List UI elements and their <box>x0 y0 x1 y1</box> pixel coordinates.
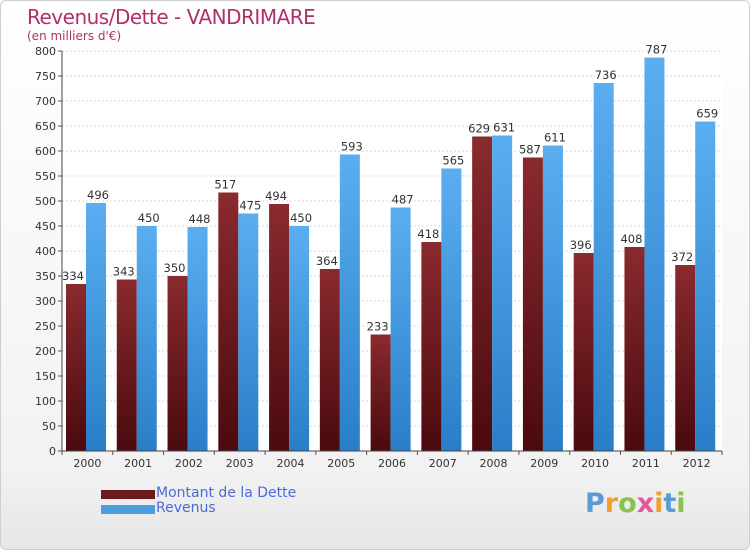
x-tick-label: 2005 <box>327 457 355 470</box>
y-tick-label: 750 <box>35 70 56 83</box>
legend-swatch-debt <box>101 490 155 499</box>
y-tick-label: 150 <box>35 370 56 383</box>
x-tick-label: 2006 <box>378 457 406 470</box>
bar-debt <box>421 242 442 451</box>
y-tick-label: 600 <box>35 145 56 158</box>
x-tick-label: 2000 <box>73 457 101 470</box>
y-tick-label: 400 <box>35 245 56 258</box>
data-label: 587 <box>519 143 541 157</box>
bar-debt <box>66 284 86 451</box>
bar-revenue <box>136 226 157 451</box>
data-label: 517 <box>214 178 236 192</box>
data-label: 611 <box>544 131 566 145</box>
data-label: 450 <box>290 211 312 225</box>
data-label: 343 <box>113 265 135 279</box>
y-tick-label: 100 <box>35 395 56 408</box>
legend-label-debt: Montant de la Dette <box>156 485 297 501</box>
data-label: 372 <box>671 250 693 264</box>
bar-debt <box>624 247 645 451</box>
y-tick-label: 250 <box>35 320 56 333</box>
x-tick-label: 2010 <box>581 457 609 470</box>
y-tick-label: 700 <box>35 95 56 108</box>
bar-revenue <box>238 213 259 451</box>
bar-debt <box>573 253 594 451</box>
bar-revenue <box>441 168 462 451</box>
data-label: 787 <box>645 43 667 57</box>
data-label: 496 <box>87 188 109 202</box>
data-label: 659 <box>696 107 718 121</box>
y-tick-label: 50 <box>42 420 56 433</box>
chart-subtitle: (en milliers d'€) <box>27 29 122 43</box>
data-label: 565 <box>442 154 464 168</box>
bar-revenue <box>644 57 665 451</box>
bar-debt <box>218 192 239 451</box>
proxiti-logo: Proxiti <box>585 488 686 519</box>
logo-letter: i <box>676 488 686 519</box>
logo-letter: P <box>585 488 605 519</box>
y-tick-label: 300 <box>35 295 56 308</box>
x-tick-label: 2011 <box>632 457 660 470</box>
bar-debt <box>116 279 137 451</box>
logo-letter: t <box>663 488 677 519</box>
logo-letter: i <box>654 488 664 519</box>
data-label: 475 <box>239 199 261 213</box>
data-label: 350 <box>164 261 186 275</box>
y-tick-label: 200 <box>35 345 56 358</box>
data-label: 396 <box>570 238 592 252</box>
y-tick-label: 800 <box>35 45 56 58</box>
bar-revenue <box>86 203 106 451</box>
data-label: 408 <box>620 232 642 246</box>
bar-debt <box>319 269 340 451</box>
bar-revenue <box>390 207 411 451</box>
bar-debt <box>370 334 391 451</box>
chart-title: Revenus/Dette - VANDRIMARE <box>27 5 316 29</box>
data-label: 418 <box>417 227 439 241</box>
bar-debt <box>472 136 493 451</box>
data-label: 364 <box>316 254 338 268</box>
bar-revenue <box>542 145 563 451</box>
logo-letter: x <box>636 488 655 519</box>
x-tick-label: 2003 <box>226 457 254 470</box>
data-label: 631 <box>493 121 515 135</box>
bar-revenue <box>593 83 614 451</box>
x-tick-label: 2007 <box>429 457 457 470</box>
bar-revenue <box>187 227 208 451</box>
y-tick-label: 350 <box>35 270 56 283</box>
x-tick-label: 2012 <box>683 457 711 470</box>
y-tick-label: 0 <box>49 445 56 458</box>
data-label: 593 <box>341 140 363 154</box>
data-label: 334 <box>62 269 84 283</box>
bar-debt <box>167 276 188 451</box>
bar-revenue <box>695 121 716 451</box>
data-label: 494 <box>265 189 287 203</box>
data-label: 629 <box>468 122 490 136</box>
data-label: 448 <box>189 212 211 226</box>
bar-revenue <box>339 154 360 451</box>
x-tick-label: 2001 <box>124 457 152 470</box>
legend-label-revenue: Revenus <box>156 500 216 516</box>
bar-revenue <box>492 135 513 451</box>
x-tick-label: 2002 <box>175 457 203 470</box>
logo-letter: r <box>604 488 619 519</box>
x-tick-label: 2009 <box>530 457 558 470</box>
bar-revenue <box>289 226 310 451</box>
bar-debt <box>522 157 543 451</box>
data-label: 487 <box>392 193 414 207</box>
y-tick-label: 650 <box>35 120 56 133</box>
y-tick-label: 450 <box>35 220 56 233</box>
x-tick-label: 2004 <box>276 457 304 470</box>
legend-swatch-revenue <box>101 505 155 514</box>
y-tick-label: 550 <box>35 170 56 183</box>
y-tick-label: 500 <box>35 195 56 208</box>
logo-letter: o <box>618 488 637 519</box>
bar-debt <box>675 265 696 451</box>
bar-debt <box>269 204 290 451</box>
data-label: 233 <box>367 320 389 334</box>
data-label: 450 <box>138 211 160 225</box>
data-label: 736 <box>595 68 617 82</box>
x-tick-label: 2008 <box>480 457 508 470</box>
